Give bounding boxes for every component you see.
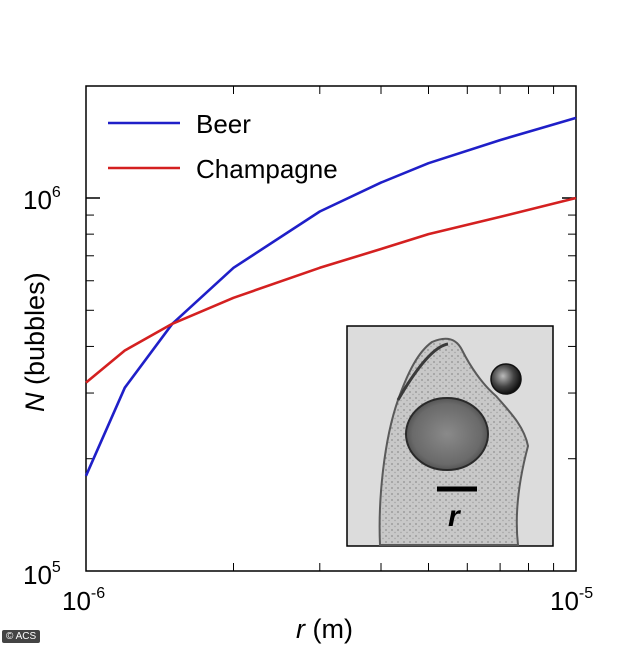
x-tick-label-1e-5: 10-5	[550, 585, 593, 616]
credit-badge: © ACS	[2, 630, 41, 643]
x-tick-label-1e-6: 10-6	[62, 585, 105, 616]
inset-micrograph: r	[346, 325, 554, 547]
plot-frame	[85, 85, 577, 572]
y-tick-label-1e6: 106	[23, 184, 61, 215]
x-axis-label: r (m)	[296, 614, 353, 644]
y-axis-label: N (bubbles)	[20, 272, 50, 412]
minor-ticks	[86, 86, 576, 571]
inset-label-r: r	[448, 500, 462, 533]
y-tick-label-1e5: 105	[23, 559, 61, 590]
legend-label-beer: Beer	[196, 109, 251, 139]
legend: Beer Champagne	[108, 109, 338, 184]
vacuole	[405, 397, 489, 471]
series-line-beer	[84, 116, 577, 477]
bubble	[490, 363, 522, 395]
legend-label-champagne: Champagne	[196, 154, 338, 184]
series-line-champagne	[85, 196, 577, 384]
